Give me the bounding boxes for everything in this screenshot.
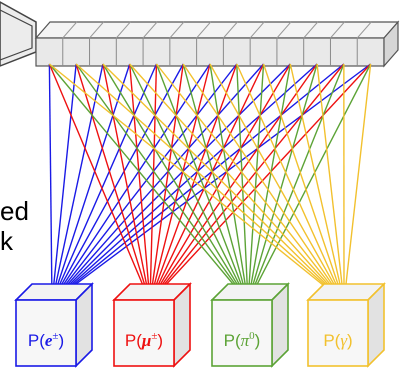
output-cube-1: P(e±) xyxy=(16,284,92,366)
connection-line xyxy=(150,64,371,302)
cube-label-suffix: ) xyxy=(347,331,353,350)
output-cube-4: P(γ) xyxy=(308,284,384,366)
connection-line xyxy=(52,64,264,302)
side-text-line-2: k xyxy=(0,226,13,256)
output-cube-2: P(μ±) xyxy=(114,284,190,366)
connection-line xyxy=(150,64,210,302)
cube-label-prefix: P( xyxy=(28,331,45,350)
connection-line xyxy=(290,64,344,302)
side-text-line-1: ed xyxy=(0,196,29,226)
connection-line xyxy=(237,64,344,302)
cube-label-prefix: P( xyxy=(224,331,241,350)
cube-label: P(μ±) xyxy=(125,330,163,350)
cube-label-symbol: μ xyxy=(141,331,151,350)
cube-label: P(e±) xyxy=(28,330,64,350)
connection-line xyxy=(248,64,371,302)
cube-label-prefix: P( xyxy=(125,331,142,350)
previous-layer-shape xyxy=(0,2,36,66)
connection-line xyxy=(52,64,210,302)
connection-line xyxy=(344,64,371,302)
cube-label-suffix: ) xyxy=(58,331,64,350)
output-cube-3: P(π0) xyxy=(212,284,288,366)
connection-line xyxy=(103,64,150,302)
cube-label-suffix: ) xyxy=(157,331,163,350)
connection-line xyxy=(52,64,156,302)
output-cubes: P(e±) P(μ±) P(π0) P(γ) xyxy=(16,284,384,366)
cube-label: P(π0) xyxy=(224,330,261,350)
connection-line xyxy=(248,64,317,302)
connection-line xyxy=(49,64,52,302)
cube-label-suffix: ) xyxy=(255,331,261,350)
connection-line xyxy=(317,64,344,302)
strip-top-face xyxy=(36,22,398,38)
cube-label: P(γ) xyxy=(323,331,352,350)
cube-label-prefix: P( xyxy=(323,331,340,350)
connection-line xyxy=(248,64,344,302)
strip-front-face xyxy=(36,38,384,66)
dense-layer-strip xyxy=(36,22,398,66)
connection-lines xyxy=(49,64,370,302)
